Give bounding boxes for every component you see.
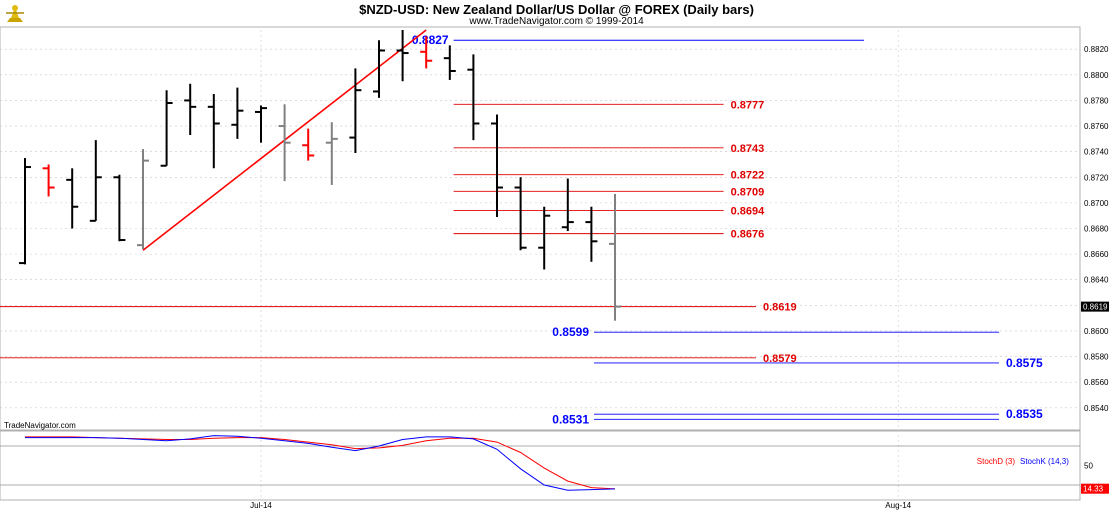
level-label: 0.8619 <box>763 302 797 314</box>
stoch-last-label: 14.33 <box>1083 485 1104 494</box>
trade-navigator-logo <box>6 5 24 22</box>
y-tick-label: 0.8700 <box>1084 199 1109 208</box>
level-label: 0.8722 <box>731 170 765 182</box>
y-tick-label: 0.8640 <box>1084 276 1109 285</box>
y-tick-label: 0.8680 <box>1084 225 1109 234</box>
ohlc-bar <box>561 178 574 232</box>
last-price-tag <box>1081 301 1109 312</box>
stochd-legend: StochD (3) <box>977 457 1016 466</box>
ohlc-bar <box>184 83 197 136</box>
level-label: 0.8599 <box>552 325 589 339</box>
level-label: 0.8743 <box>731 143 765 155</box>
ohlc-bar <box>349 68 362 153</box>
x-tick-label: Aug-14 <box>885 501 911 510</box>
ohlc-bar <box>255 105 267 143</box>
ohlc-bar <box>231 87 244 139</box>
ohlc-bar <box>66 168 79 229</box>
y-tick-label: 0.8660 <box>1084 250 1109 259</box>
y-tick-label: 0.8740 <box>1084 148 1109 157</box>
level-label: 0.8535 <box>1006 407 1043 421</box>
y-tick-label: 0.8720 <box>1084 173 1109 182</box>
ohlc-bar <box>609 193 621 321</box>
ohlc-bar <box>585 206 598 262</box>
ohlc-bar <box>89 140 102 222</box>
chart-title: $NZD-USD: New Zealand Dollar/US Dollar @… <box>359 2 754 17</box>
stochk-line <box>25 435 616 491</box>
last-price-label: 0.8619 <box>1083 303 1108 312</box>
level-label: 0.8827 <box>412 33 449 47</box>
level-label: 0.8531 <box>552 412 589 426</box>
y-tick-label: 0.8600 <box>1084 327 1109 336</box>
ohlc-bar <box>373 40 385 98</box>
ohlc-bar <box>278 104 291 182</box>
level-label: 0.8694 <box>731 206 766 218</box>
y-tick-label: 0.8580 <box>1084 353 1109 362</box>
ohlc-bar <box>207 94 220 169</box>
level-label: 0.8676 <box>731 229 765 241</box>
ohlc-bar <box>19 158 31 265</box>
y-tick-label: 0.8800 <box>1084 71 1109 80</box>
level-label: 0.8777 <box>731 99 765 111</box>
ohlc-bar <box>443 45 456 80</box>
stochk-legend: StochK (14,3) <box>1020 457 1069 466</box>
level-label: 0.8579 <box>763 353 797 365</box>
ohlc-bar <box>113 174 126 242</box>
ohlc-bar <box>491 114 503 217</box>
stoch-last-tag <box>1081 483 1109 494</box>
y-tick-label: 0.8560 <box>1084 378 1109 387</box>
ohlc-bar <box>160 90 173 167</box>
ohlc-bar <box>420 36 433 69</box>
y-tick-label: 0.8540 <box>1084 404 1109 413</box>
level-label: 0.8709 <box>731 186 765 198</box>
x-tick-label: Jul-14 <box>250 501 272 510</box>
y-tick-label: 0.8780 <box>1084 96 1109 105</box>
ohlc-bar <box>42 164 55 197</box>
stoch-tick-label: 50 <box>1084 462 1093 471</box>
y-tick-label: 0.8820 <box>1084 45 1109 54</box>
chart-subtitle: www.TradeNavigator.com © 1999-2014 <box>469 16 644 27</box>
ohlc-bar <box>325 122 338 185</box>
ohlc-bar <box>302 128 315 161</box>
ohlc-bar <box>514 177 527 251</box>
watermark-text: TradeNavigator.com <box>4 421 76 430</box>
level-label: 0.8575 <box>1006 356 1043 370</box>
y-tick-label: 0.8760 <box>1084 122 1109 131</box>
ohlc-bar <box>396 30 409 82</box>
ohlc-bar <box>538 206 551 270</box>
ohlc-bar <box>137 149 149 249</box>
ohlc-bar <box>467 54 480 141</box>
